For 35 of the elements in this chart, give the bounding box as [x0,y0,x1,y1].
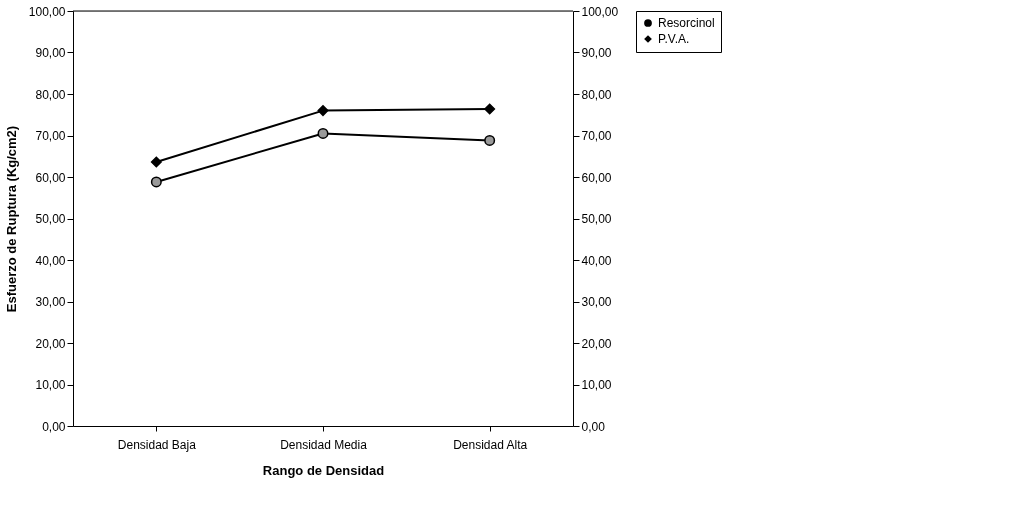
y2-tick-label: 90,00 [581,46,612,60]
legend-label: P.V.A. [658,32,690,46]
point [317,127,329,139]
y2-tick-label: 20,00 [581,336,612,351]
y2-tick-label: 100,00 [581,4,619,19]
x-tick-label: Densidad Media [280,437,368,452]
y-tick-label: 30,00 [35,295,66,309]
y-tick-label: 10,00 [35,378,66,392]
y-tick-label: 100,00 [28,4,66,19]
y-tick-label: 80,00 [35,87,66,102]
point [484,135,496,146]
y2-tick-label: 0,00 [581,419,606,434]
y2-tick-label: 80,00 [581,87,612,102]
y-tick-label: 70,00 [35,129,66,143]
y2-tick-label: 60,00 [581,170,612,185]
y2-tick-label: 50,00 [581,212,612,226]
legend-label: Resorcinol [658,16,715,30]
y-tick-label: 20,00 [35,336,66,351]
x-tick-label: Densidad Baja [117,437,197,452]
y-tick-label: 0,00 [42,419,66,434]
y2-tick-label: 10,00 [581,378,612,392]
point [150,156,162,168]
x-tick-label: Densidad Alta [453,437,528,452]
y-axis-title: Esfuerzo de Ruptura (Kg/cm2) [3,125,19,313]
y2-tick-label: 70,00 [581,129,612,143]
y2-tick-label: 40,00 [581,253,612,268]
y2-tick-label: 30,00 [581,295,612,309]
y-tick-label: 50,00 [35,212,66,226]
y-tick-label: 60,00 [35,170,66,185]
y-tick-label: 90,00 [35,46,66,60]
y-tick-label: 40,00 [35,253,66,268]
point [317,105,329,117]
point [150,176,162,188]
point [484,103,496,115]
x-axis-title: Rango de Densidad [262,462,385,478]
